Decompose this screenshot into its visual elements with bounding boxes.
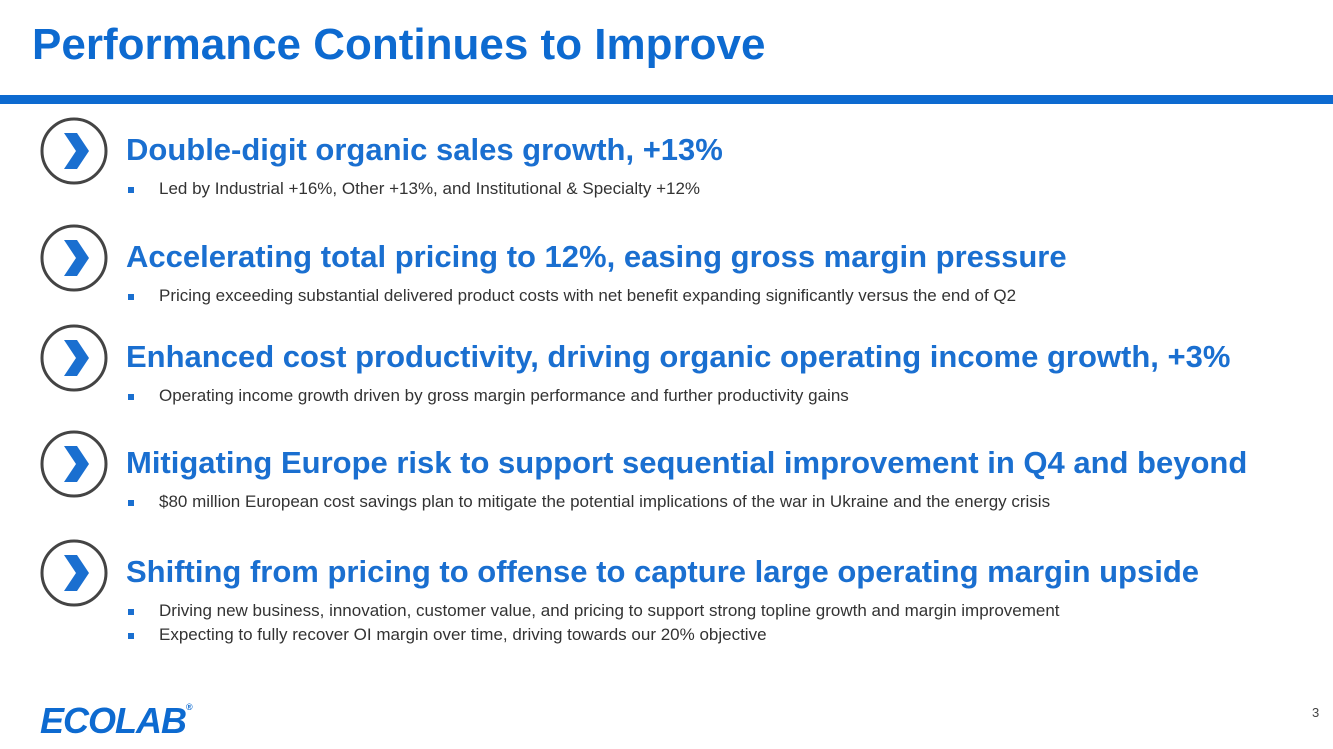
bullet-text: Led by Industrial +16%, Other +13%, and … [159, 179, 701, 198]
chevron-icon [40, 539, 108, 607]
point: Accelerating total pricing to 12%, easin… [0, 223, 1333, 323]
page-number: 3 [1312, 705, 1320, 720]
chevron-icon [40, 430, 108, 498]
bullet-text: Pricing exceeding substantial delivered … [159, 286, 1017, 305]
point: Double-digit organic sales growth, +13% L… [0, 116, 1333, 216]
point: Mitigating Europe risk to support sequen… [0, 429, 1333, 529]
bullet-marker [128, 187, 134, 193]
bullet-text: Operating income growth driven by gross … [159, 386, 849, 405]
point: Shifting from pricing to offense to capt… [0, 538, 1333, 644]
chevron-icon [40, 117, 108, 185]
title-rule [0, 95, 1333, 104]
bullet-marker [128, 633, 134, 639]
title: Performance Continues to Improve [32, 20, 766, 69]
bullet-text: Expecting to fully recover OI margin ove… [159, 625, 767, 644]
bullet-marker [128, 294, 134, 300]
bullet-marker [128, 500, 134, 506]
heading: Double-digit organic sales growth, +13% [126, 132, 723, 167]
logo-text: ECOLAB [40, 700, 187, 741]
heading: Enhanced cost productivity, driving orga… [126, 339, 1231, 374]
logo: ECOLAB® [40, 700, 193, 742]
logo-mark: ® [186, 702, 193, 712]
chevron-icon [40, 324, 108, 392]
heading: Mitigating Europe risk to support sequen… [126, 445, 1248, 480]
point: Enhanced cost productivity, driving orga… [0, 323, 1333, 423]
chevron-icon [40, 224, 108, 292]
heading: Shifting from pricing to offense to capt… [126, 554, 1200, 589]
heading: Accelerating total pricing to 12%, easin… [126, 239, 1067, 274]
bullet-text: Driving new business, innovation, custom… [159, 601, 1060, 620]
bullet-marker [128, 609, 134, 615]
bullet-marker [128, 394, 134, 400]
bullet-text: $80 million European cost savings plan t… [159, 492, 1051, 511]
